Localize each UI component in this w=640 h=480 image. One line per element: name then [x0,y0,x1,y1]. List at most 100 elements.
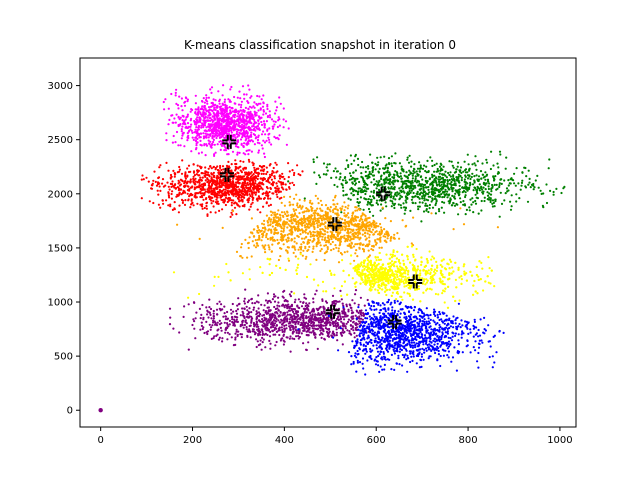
data-point [181,122,185,125]
data-point [552,193,555,196]
data-point [239,119,242,122]
data-point [319,207,322,210]
data-point [311,202,314,205]
data-point [404,275,407,278]
data-point [504,192,507,195]
data-point [433,197,436,200]
data-point [497,166,500,169]
data-point [463,160,466,163]
data-point [341,218,344,221]
data-point [259,197,263,200]
data-point [362,208,365,211]
data-point [480,186,483,189]
data-point [435,170,438,173]
data-point [370,231,373,234]
data-point [412,185,415,188]
data-point [236,180,239,184]
data-point [206,173,209,176]
data-point [226,132,229,135]
data-point [426,159,429,162]
data-point [247,137,250,140]
data-point [434,189,437,192]
data-point [241,136,244,139]
data-point [291,238,294,241]
data-point [389,193,392,196]
data-point [385,293,388,297]
data-point [224,196,228,199]
data-point [196,164,199,167]
data-point [230,201,233,204]
data-point [199,136,202,139]
data-point [201,203,204,206]
data-point [396,172,399,175]
data-point [413,195,416,198]
data-point [147,180,150,183]
data-point [499,191,502,194]
data-point [493,183,496,186]
data-point [174,141,177,144]
data-point [442,173,445,176]
data-point [379,156,382,159]
data-point [434,203,437,207]
data-point [343,225,346,228]
data-point [178,181,181,184]
data-point [253,101,256,104]
data-point [364,192,367,196]
data-point [450,160,453,163]
data-point [367,229,370,232]
data-point [422,210,426,213]
data-point [157,176,160,180]
data-point [469,177,472,181]
data-point [218,134,221,137]
data-point [220,118,223,122]
data-point [250,177,253,180]
data-point [235,130,239,133]
data-point [262,120,266,123]
data-point [243,194,246,197]
data-point [207,136,210,139]
data-point [373,197,376,200]
data-point [307,220,310,223]
data-point [464,194,467,197]
data-point [358,232,362,235]
data-point [448,173,451,177]
data-point [328,238,331,241]
data-point [238,116,241,119]
data-point [478,187,481,190]
data-point [302,249,305,252]
data-point [204,115,207,118]
data-point [178,204,181,207]
data-point [349,174,352,177]
data-point [430,188,433,191]
data-point [258,187,261,191]
data-point [199,176,202,179]
data-point [191,108,194,112]
data-point [338,219,341,222]
data-point [254,185,257,188]
data-point [255,188,258,191]
data-point [486,194,490,197]
data-point [254,126,257,129]
data-point [505,187,509,190]
data-point [228,129,231,132]
data-point [462,203,465,206]
data-point [362,190,365,193]
data-point [203,104,206,108]
data-point [434,195,437,198]
data-point [304,217,307,221]
data-point [434,192,437,195]
data-point [365,166,368,169]
data-point [241,123,244,126]
data-point [246,134,249,137]
data-point [340,235,343,238]
data-point [385,241,388,244]
data-point [354,182,358,185]
data-point [230,163,233,166]
data-point [225,184,228,187]
data-point [220,115,223,118]
data-point [316,224,319,227]
data-point [216,200,219,203]
data-point [240,143,243,146]
data-point [267,244,270,247]
data-point [252,128,255,132]
